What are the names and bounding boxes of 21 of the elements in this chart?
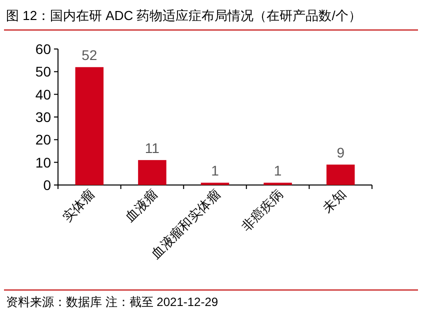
- x-tick-label: 实体瘤: [59, 186, 98, 225]
- y-tick-label: 20: [35, 132, 52, 148]
- chart-title: 图 12：国内在研 ADC 药物适应症布局情况（在研产品数/个）: [6, 8, 362, 23]
- y-tick-label: 50: [35, 64, 52, 80]
- y-tick-label: 30: [35, 109, 52, 125]
- y-tick-label: 10: [35, 154, 52, 170]
- x-tick-label: 非癌疾病: [238, 186, 286, 234]
- y-tick-label: 60: [35, 41, 52, 57]
- x-tick-label: 未知: [320, 186, 349, 216]
- bar: [326, 164, 355, 185]
- data-label: 1: [211, 162, 220, 179]
- bar: [75, 67, 104, 185]
- text: 资料来源：数据库 注：截至 2021-12-29: [6, 295, 218, 309]
- y-tick-label: 40: [35, 86, 52, 102]
- y-tick-label: 0: [43, 177, 52, 193]
- data-label: 11: [144, 140, 160, 156]
- data-label: 1: [274, 162, 282, 179]
- data-label: 9: [336, 144, 345, 161]
- x-tick-label: 血液瘤: [122, 186, 160, 225]
- bar: [138, 160, 166, 185]
- data-label: 52: [82, 47, 98, 64]
